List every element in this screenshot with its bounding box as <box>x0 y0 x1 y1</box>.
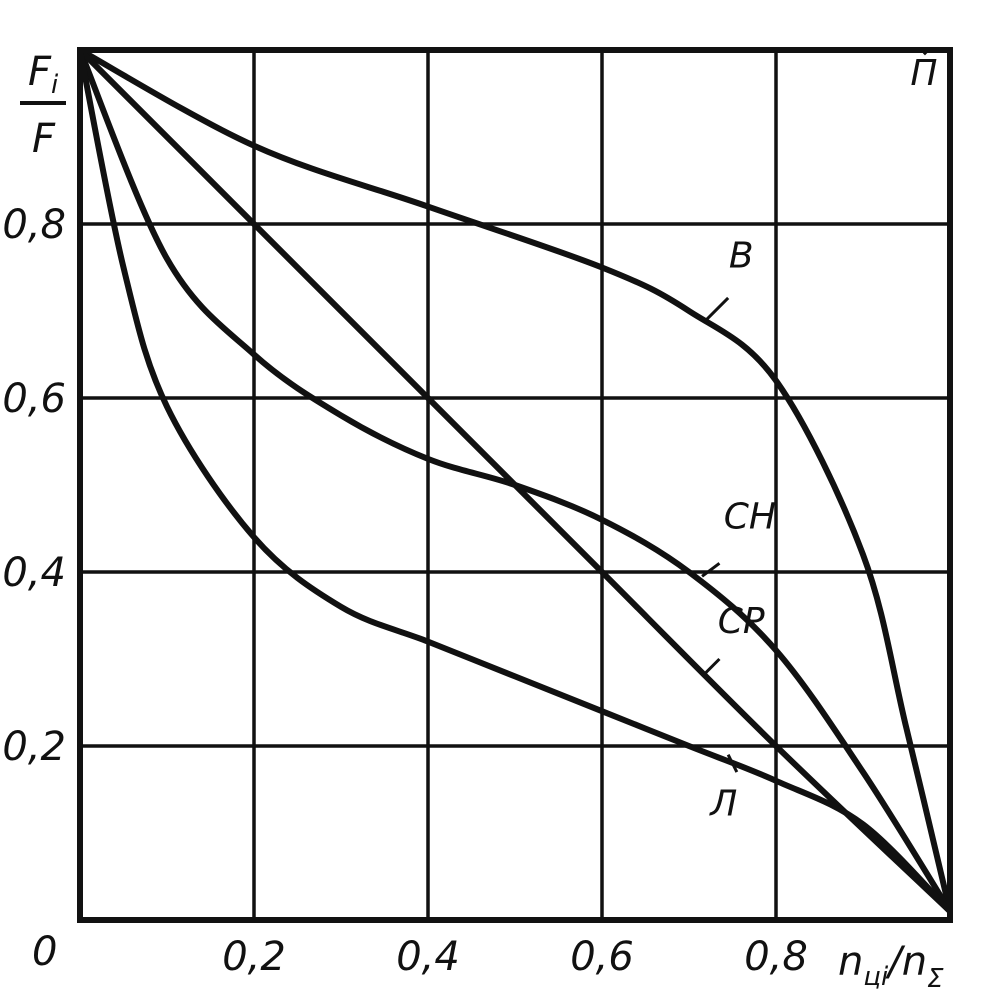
label-leader-2 <box>705 296 730 321</box>
y-title-top: Fi <box>28 49 59 100</box>
series-label-2: B <box>729 236 754 277</box>
y-tick-label-0,4: 0,4 <box>2 550 66 596</box>
y-axis-title: Fi F <box>20 49 66 162</box>
plot-frame <box>77 47 953 923</box>
series-label-3: CH <box>724 497 776 538</box>
label-leader-5 <box>726 754 739 773</box>
curves <box>77 47 953 915</box>
series-line-1 <box>77 47 953 915</box>
y-tick-label-0,2: 0,2 <box>2 724 66 770</box>
label-leader-3 <box>701 562 721 578</box>
series-label-5: Л <box>708 784 737 825</box>
x-tick-label-0,2: 0,2 <box>222 934 286 980</box>
labels: 0,2 0,4 0,6 0,8 0,2 0,4 0,6 0,8 П B CH CP Л <box>2 53 937 980</box>
origin-label: 0 <box>32 929 57 975</box>
label-leader-4 <box>700 657 721 678</box>
series-label-4: CP <box>718 601 765 642</box>
x-tick-label-0,6: 0,6 <box>570 934 634 980</box>
y-title-bottom: F <box>32 116 56 162</box>
x-axis-title: nцi/nΣ <box>838 939 944 994</box>
y-tick-label-0,6: 0,6 <box>2 376 66 422</box>
series-label-1: П <box>910 53 937 94</box>
x-tick-label-0,8: 0,8 <box>744 934 808 980</box>
series-line-3 <box>77 47 953 915</box>
grid <box>80 50 950 920</box>
x-tick-label-0,4: 0,4 <box>396 934 460 980</box>
y-tick-label-0,8: 0,8 <box>2 202 66 248</box>
series-line-4 <box>77 47 953 915</box>
